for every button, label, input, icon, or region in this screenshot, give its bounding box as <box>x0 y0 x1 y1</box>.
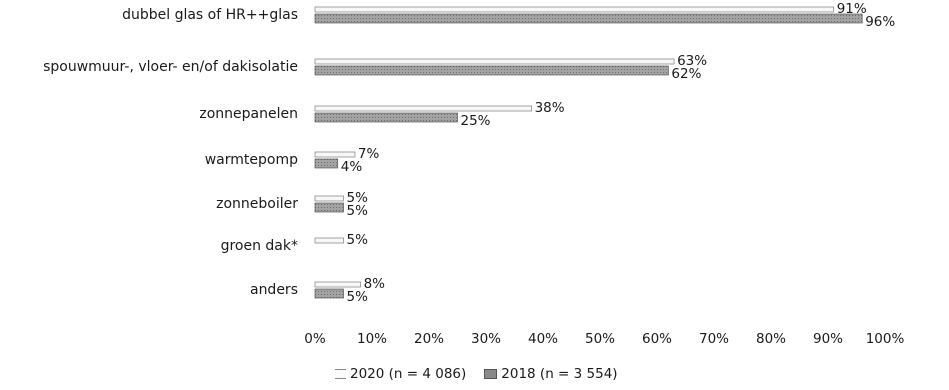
x-tick-label: 40% <box>528 331 558 347</box>
bar-2020 <box>314 195 344 202</box>
x-axis-ticks: 0% 10% 20% 30% 40% 50% 60% 70% 80% 90% 100% <box>304 331 904 347</box>
bar-2018 <box>314 112 458 123</box>
x-tick-label: 100% <box>866 331 905 347</box>
value-label-2018: 5% <box>347 289 369 305</box>
x-tick-label: 60% <box>642 331 672 347</box>
value-label-2018: 96% <box>865 14 895 30</box>
bar-2020 <box>314 58 675 65</box>
value-label-2020: 5% <box>347 232 369 248</box>
value-label-2020: 63% <box>677 53 707 69</box>
bar-2018 <box>314 65 669 76</box>
value-label-2020: 5% <box>347 190 369 206</box>
category-label: groen dak* <box>221 238 298 254</box>
legend-item-2018: 2018 (n = 3 554) <box>484 366 618 382</box>
bar-2018 <box>314 288 344 299</box>
legend-swatch-2018 <box>484 369 498 379</box>
legend-label-2018: 2018 (n = 3 554) <box>501 366 618 382</box>
x-tick-label: 0% <box>304 331 326 347</box>
value-label-2020: 8% <box>364 276 386 292</box>
value-labels: 91%96%63%62%38%25%7%4%5%5%5%8%5% <box>341 1 896 305</box>
value-label-2018: 5% <box>347 203 369 219</box>
bar-2018 <box>314 13 863 24</box>
x-tick-label: 20% <box>414 331 444 347</box>
bar-2020 <box>314 151 356 158</box>
category-label: zonneboiler <box>216 196 298 212</box>
x-tick-label: 70% <box>699 331 729 347</box>
bar-2018 <box>314 202 344 213</box>
bars <box>314 6 863 299</box>
bar-2018 <box>314 158 339 169</box>
bar-chart: dubbel glas of HR++glas spouwmuur-, vloer… <box>43 1 904 347</box>
value-label-2018: 25% <box>461 113 491 129</box>
legend-swatch-2020 <box>335 369 346 379</box>
legend-label-2020: 2020 (n = 4 086) <box>350 366 467 382</box>
bar-2020 <box>314 105 533 112</box>
bar-2020 <box>314 281 361 288</box>
legend-item-2020: 2020 (n = 4 086) <box>335 366 466 382</box>
category-label: dubbel glas of HR++glas <box>122 7 298 23</box>
category-label: warmtepomp <box>205 152 298 168</box>
bar-2020 <box>314 237 344 244</box>
value-label-2018: 62% <box>671 66 701 82</box>
category-label: zonnepanelen <box>199 106 298 122</box>
bar-2020 <box>314 6 835 13</box>
category-label: anders <box>250 282 298 298</box>
category-label: spouwmuur-, vloer- en/of dakisolatie <box>43 59 298 75</box>
value-label-2020: 91% <box>837 1 867 17</box>
x-tick-label: 30% <box>471 331 501 347</box>
x-tick-label: 50% <box>585 331 615 347</box>
value-label-2018: 4% <box>341 159 363 175</box>
x-tick-label: 90% <box>813 331 843 347</box>
x-tick-label: 80% <box>756 331 786 347</box>
legend: 2020 (n = 4 086) 2018 (n = 3 554) <box>335 366 618 382</box>
x-tick-label: 10% <box>357 331 387 347</box>
category-labels: dubbel glas of HR++glas spouwmuur-, vloer… <box>43 7 298 298</box>
value-label-2020: 38% <box>535 100 565 116</box>
value-label-2020: 7% <box>358 146 380 162</box>
